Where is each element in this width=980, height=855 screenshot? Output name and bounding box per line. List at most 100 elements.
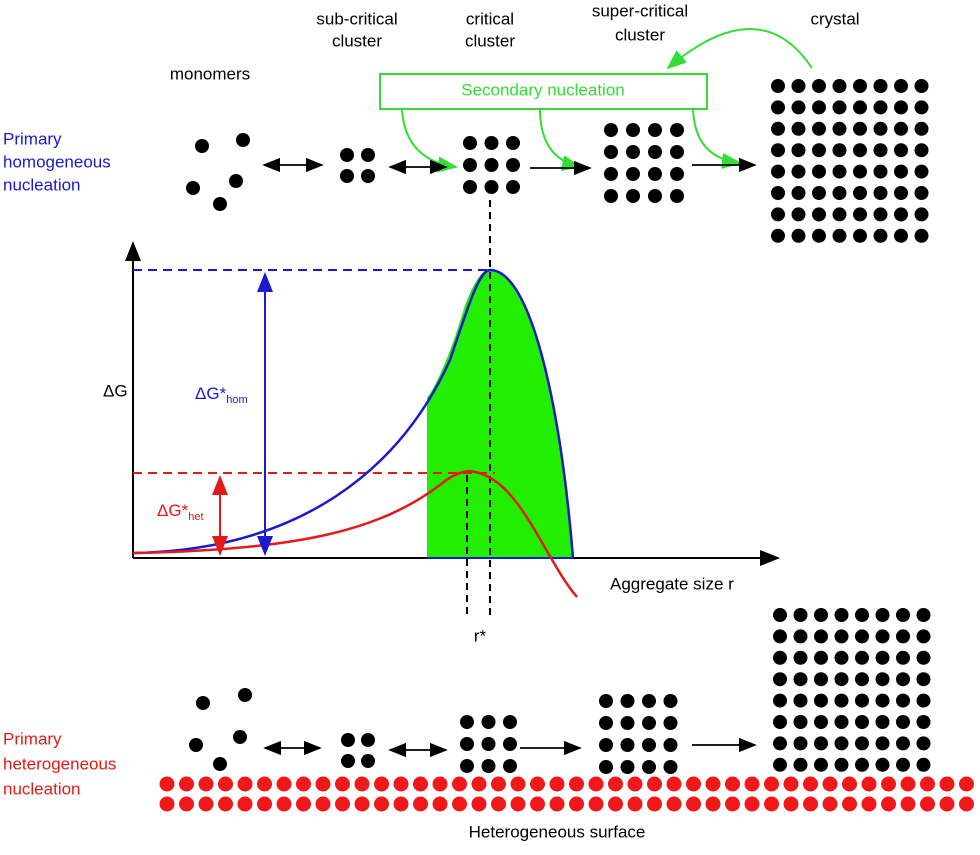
particle bbox=[604, 189, 618, 203]
particle bbox=[626, 167, 640, 181]
particle bbox=[855, 757, 869, 772]
particle bbox=[340, 148, 354, 162]
particle bbox=[875, 715, 890, 729]
particle bbox=[663, 738, 678, 752]
particle bbox=[834, 757, 849, 772]
particle bbox=[812, 79, 826, 93]
particle bbox=[213, 197, 227, 211]
particle bbox=[812, 207, 826, 222]
particle bbox=[832, 121, 847, 136]
particle bbox=[812, 228, 826, 243]
particle bbox=[663, 694, 678, 708]
particle bbox=[881, 796, 896, 812]
particle bbox=[159, 796, 175, 812]
particle bbox=[812, 121, 826, 136]
particle bbox=[803, 796, 818, 812]
particle bbox=[257, 796, 272, 812]
particle bbox=[393, 776, 409, 792]
particle bbox=[832, 186, 847, 200]
particle bbox=[914, 228, 929, 243]
particle bbox=[875, 650, 890, 665]
particle bbox=[506, 180, 520, 194]
particle bbox=[855, 650, 869, 665]
particle bbox=[881, 776, 896, 792]
particle bbox=[894, 100, 908, 115]
particle bbox=[460, 759, 474, 773]
particle bbox=[771, 143, 785, 158]
particle bbox=[873, 228, 888, 243]
label: cluster bbox=[465, 31, 515, 50]
particle bbox=[374, 796, 389, 812]
particle bbox=[861, 776, 877, 792]
homogeneous-curve bbox=[132, 268, 575, 559]
particle bbox=[503, 737, 517, 751]
particle bbox=[822, 796, 838, 812]
particle bbox=[361, 148, 375, 162]
particle bbox=[832, 228, 847, 243]
particle bbox=[834, 608, 849, 622]
particle bbox=[959, 776, 974, 792]
label: super-critical bbox=[592, 1, 688, 20]
particle bbox=[189, 738, 203, 752]
particle bbox=[853, 100, 867, 115]
particle bbox=[812, 186, 826, 200]
particle bbox=[670, 167, 684, 181]
label: Primary bbox=[3, 729, 62, 748]
particle bbox=[666, 776, 682, 792]
particle bbox=[236, 133, 250, 147]
particle bbox=[873, 121, 888, 136]
particle bbox=[832, 79, 847, 93]
green-area bbox=[427, 270, 573, 558]
particle bbox=[432, 796, 448, 812]
subscript: hom bbox=[226, 394, 247, 406]
particle bbox=[771, 207, 785, 222]
particle bbox=[663, 760, 678, 774]
particle bbox=[791, 186, 806, 200]
particle bbox=[894, 228, 908, 243]
particle bbox=[914, 143, 929, 158]
particle bbox=[179, 776, 194, 792]
particle bbox=[783, 796, 799, 812]
particle bbox=[834, 736, 849, 751]
particle bbox=[875, 629, 890, 644]
particle bbox=[186, 181, 200, 195]
particle bbox=[842, 776, 857, 792]
particle bbox=[791, 143, 806, 158]
particle bbox=[491, 776, 506, 792]
label: ΔG* bbox=[195, 384, 227, 403]
particle bbox=[604, 167, 618, 181]
particle bbox=[793, 757, 808, 772]
barrier-label: ΔG*hom bbox=[195, 384, 248, 405]
label: cluster bbox=[615, 25, 665, 44]
particle bbox=[549, 776, 565, 792]
particle bbox=[642, 738, 656, 752]
particle bbox=[812, 164, 826, 179]
label: nucleation bbox=[3, 175, 81, 194]
particle bbox=[549, 796, 565, 812]
particle bbox=[914, 164, 929, 179]
particle bbox=[686, 796, 701, 812]
particle bbox=[315, 776, 331, 792]
particle bbox=[793, 715, 808, 729]
particle bbox=[666, 796, 682, 812]
particle bbox=[626, 189, 640, 203]
particle bbox=[648, 167, 662, 181]
subscript: het bbox=[188, 511, 203, 523]
particle bbox=[413, 776, 428, 792]
particle bbox=[604, 123, 618, 137]
particle bbox=[853, 186, 867, 200]
particle bbox=[627, 796, 643, 812]
particle bbox=[773, 757, 787, 772]
particle bbox=[569, 796, 584, 812]
heterogeneous-curve bbox=[132, 470, 578, 598]
axis-label: ΔG bbox=[103, 381, 128, 400]
particle bbox=[771, 121, 785, 136]
axis-label: Aggregate size r bbox=[610, 574, 734, 593]
particle bbox=[503, 759, 517, 773]
particle bbox=[642, 760, 656, 774]
barrier-label: ΔG*het bbox=[157, 501, 204, 522]
particle bbox=[354, 776, 370, 792]
particle bbox=[873, 207, 888, 222]
particle bbox=[340, 169, 354, 183]
particle bbox=[670, 189, 684, 203]
